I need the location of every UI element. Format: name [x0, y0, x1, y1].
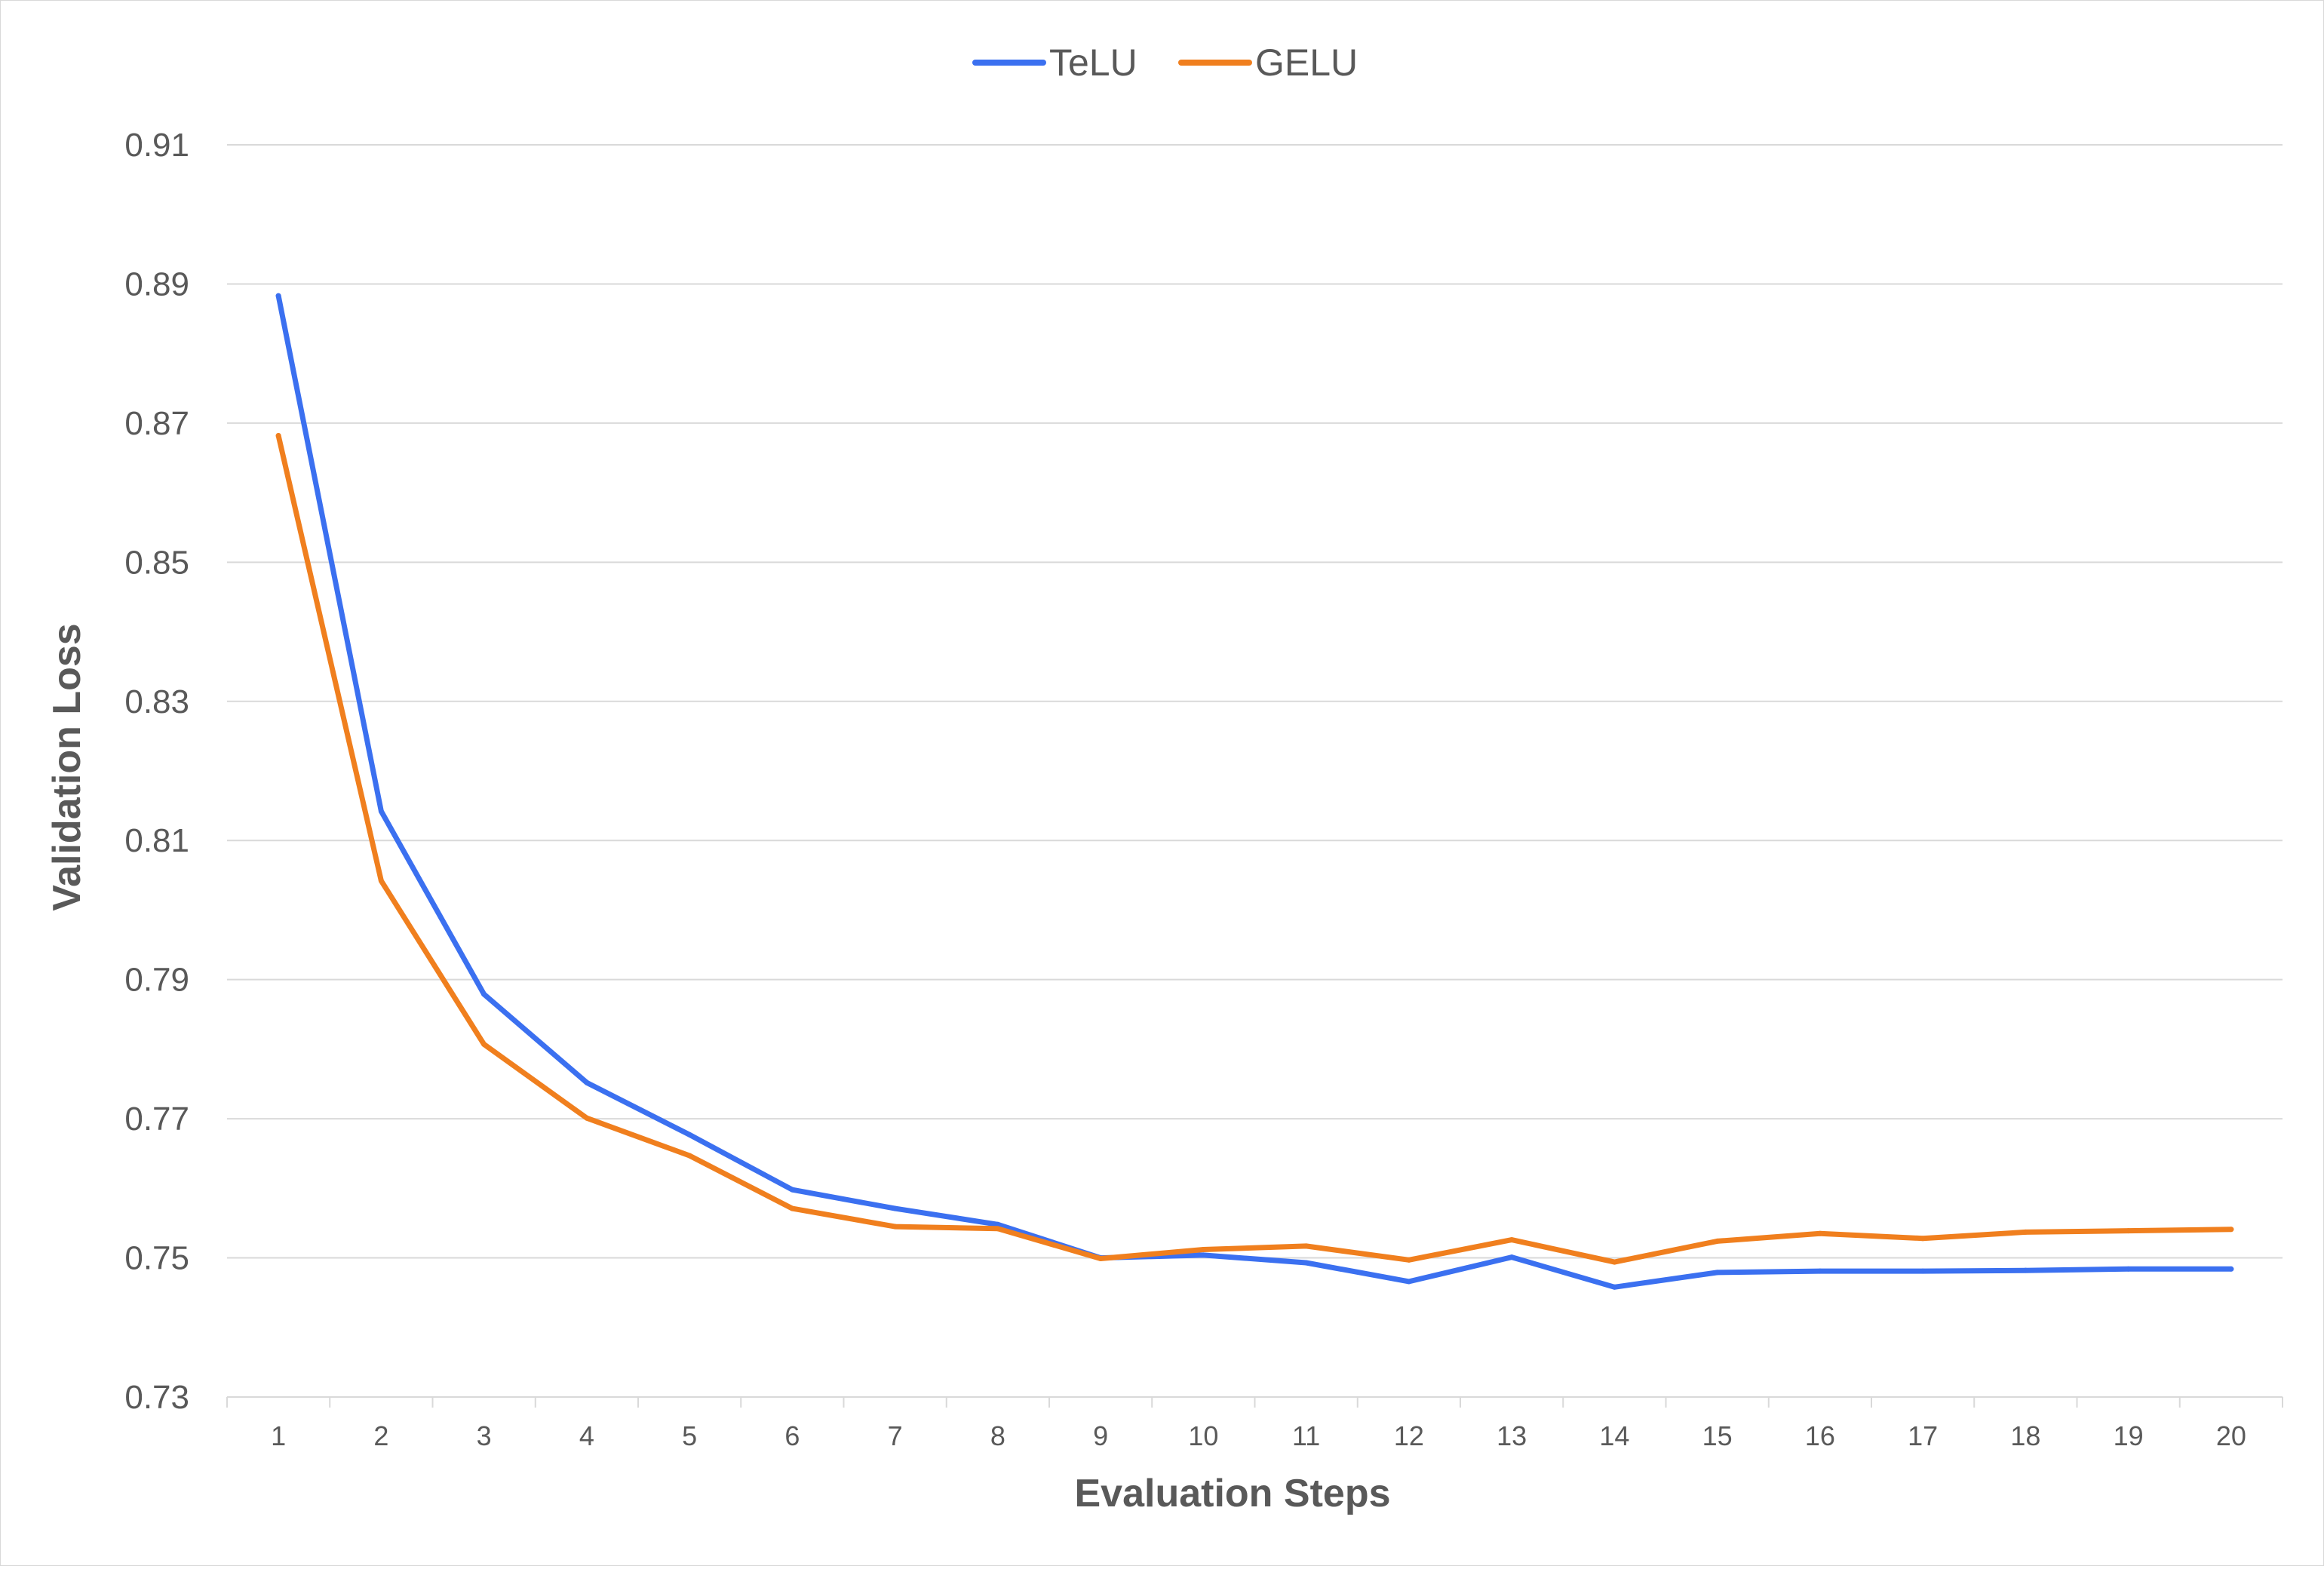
- data-point-gelu: [1611, 1259, 1617, 1265]
- x-tick-label: 16: [1805, 1420, 1835, 1451]
- data-point-telu: [1611, 1284, 1617, 1290]
- data-point-gelu: [1920, 1236, 1926, 1242]
- data-point-telu: [2126, 1266, 2132, 1272]
- data-point-gelu: [1406, 1257, 1412, 1263]
- data-point-telu: [1920, 1268, 1926, 1274]
- x-tick-label: 12: [1394, 1420, 1424, 1451]
- data-point-telu: [892, 1205, 898, 1211]
- data-point-telu: [1303, 1260, 1309, 1266]
- data-point-gelu: [2022, 1229, 2028, 1235]
- y-axis-title: Validation Loss: [45, 623, 89, 910]
- data-point-telu: [481, 991, 487, 997]
- data-point-gelu: [1098, 1255, 1104, 1261]
- data-point-telu: [584, 1079, 590, 1085]
- data-point-gelu: [892, 1224, 898, 1230]
- x-tick-label: 6: [784, 1420, 800, 1451]
- series-layer: [275, 293, 2234, 1290]
- data-point-telu: [686, 1131, 692, 1138]
- data-point-telu: [1509, 1254, 1515, 1260]
- legend-label: TeLU: [1049, 41, 1137, 84]
- data-point-gelu: [2228, 1227, 2234, 1233]
- y-tick-label: 0.89: [124, 266, 189, 302]
- data-point-telu: [1715, 1270, 1721, 1276]
- y-tick-label: 0.85: [124, 544, 189, 581]
- data-point-telu: [1200, 1252, 1206, 1258]
- y-tick-label: 0.91: [124, 127, 189, 164]
- legend[interactable]: TeLU GELU: [972, 41, 1358, 84]
- x-tick-label: 8: [990, 1420, 1005, 1451]
- x-tick-label: 3: [477, 1420, 492, 1451]
- data-point-telu: [378, 808, 384, 814]
- data-point-gelu: [584, 1115, 590, 1121]
- data-point-telu: [789, 1187, 795, 1193]
- data-point-gelu: [1509, 1237, 1515, 1243]
- x-tick-label: 2: [373, 1420, 388, 1451]
- y-tick-label: 0.81: [124, 822, 189, 859]
- x-tick-label: 17: [1908, 1420, 1938, 1451]
- y-tick-label: 0.73: [124, 1379, 189, 1416]
- data-point-telu: [2228, 1266, 2234, 1272]
- y-tick-label: 0.77: [124, 1101, 189, 1138]
- data-point-gelu: [2126, 1228, 2132, 1234]
- data-point-gelu: [995, 1226, 1001, 1232]
- data-point-gelu: [1715, 1238, 1721, 1244]
- data-point-telu: [275, 293, 281, 299]
- x-tick-label: 15: [1702, 1420, 1733, 1451]
- grid-layer: [227, 144, 2283, 1259]
- data-point-gelu: [1200, 1246, 1206, 1252]
- x-tick-label: 20: [2216, 1420, 2246, 1451]
- x-tick-label: 19: [2114, 1420, 2144, 1451]
- data-point-telu: [1406, 1279, 1412, 1285]
- x-tick-label: 4: [579, 1420, 594, 1451]
- x-tick-label: 14: [1599, 1420, 1629, 1451]
- y-tick-label: 0.83: [124, 683, 189, 720]
- x-axis: 1 2 3 4 5 6 7 8 9 10 11 12 13 14 15 16 17 18 19 20: [226, 1396, 2283, 1451]
- x-tick-label: 10: [1188, 1420, 1218, 1451]
- x-tick-label: 9: [1093, 1420, 1108, 1451]
- legend-item-telu[interactable]: TeLU: [972, 41, 1137, 84]
- y-tick-label: 0.79: [124, 962, 189, 999]
- y-tick-label: 0.75: [124, 1240, 189, 1277]
- data-point-gelu: [275, 432, 281, 438]
- x-axis-title: Evaluation Steps: [1075, 1472, 1391, 1515]
- legend-item-gelu[interactable]: GELU: [1178, 41, 1358, 84]
- series-line-telu: [275, 293, 2234, 1290]
- x-tick-label: 1: [271, 1420, 286, 1451]
- y-tick-label: 0.87: [124, 405, 189, 442]
- x-tick-label: 7: [888, 1420, 903, 1451]
- data-point-telu: [995, 1221, 1001, 1227]
- series-line-gelu: [275, 433, 2234, 1265]
- data-point-gelu: [481, 1041, 487, 1047]
- x-tick-label: 11: [1292, 1420, 1320, 1451]
- data-point-gelu: [789, 1205, 795, 1211]
- data-point-telu: [2022, 1267, 2028, 1273]
- y-axis: 0.73 0.75 0.77 0.79 0.81 0.83 0.85 0.87 0.89 0.91: [124, 127, 189, 1416]
- legend-label: GELU: [1255, 41, 1358, 84]
- x-tick-label: 13: [1497, 1420, 1527, 1451]
- data-point-gelu: [1817, 1230, 1823, 1236]
- x-tick-label: 18: [2010, 1420, 2040, 1451]
- x-tick-label: 5: [682, 1420, 697, 1451]
- data-point-gelu: [1303, 1243, 1309, 1249]
- data-point-gelu: [378, 878, 384, 884]
- data-point-telu: [1817, 1268, 1823, 1274]
- data-point-gelu: [686, 1153, 692, 1159]
